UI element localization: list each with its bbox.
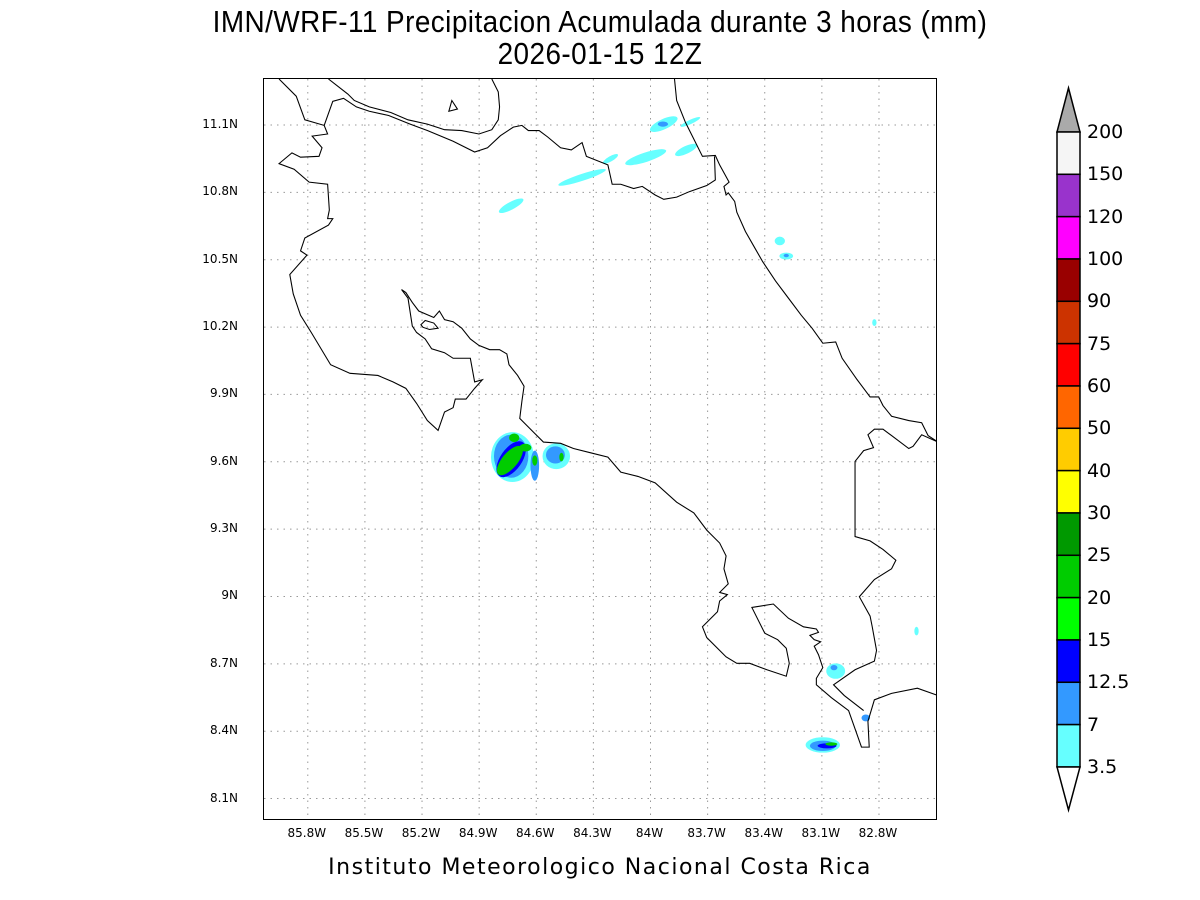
longitude-label: 84W (635, 826, 664, 840)
colorbar (1056, 85, 1081, 813)
colorbar-level-label: 12.5 (1087, 671, 1130, 694)
colorbar-swatch (1056, 342, 1081, 387)
latitude-label: 11.1N (202, 117, 238, 132)
map-features (277, 79, 936, 753)
latitude-label: 8.7N (209, 655, 238, 670)
colorbar-level-label: 75 (1087, 332, 1112, 355)
colorbar-swatch (1056, 258, 1081, 303)
longitude-label: 82.8W (858, 826, 898, 840)
colorbar-level-label: 40 (1087, 459, 1112, 482)
longitude-label: 84.9W (458, 826, 498, 840)
colorbar-level-label: 7 (1087, 713, 1100, 736)
longitude-label: 84.6W (515, 826, 555, 840)
latitude-label: 8.4N (209, 723, 238, 738)
map-title: IMN/WRF-11 Precipitacion Acumulada duran… (212, 4, 988, 39)
colorbar-swatch (1056, 131, 1081, 176)
colorbar-level-label: 150 (1087, 163, 1124, 186)
colorbar-level-label: 30 (1087, 501, 1112, 524)
colorbar-level-label: 90 (1087, 290, 1112, 313)
precipitation-map (263, 78, 937, 820)
colorbar-level-label: 120 (1087, 205, 1124, 228)
latitude-label: 10.2N (202, 319, 238, 334)
colorbar-level-label: 200 (1087, 121, 1124, 143)
longitude-label: 83.1W (801, 826, 841, 840)
colorbar-swatch (1056, 723, 1081, 768)
colorbar-level-label: 60 (1087, 374, 1112, 397)
colorbar-level-label: 100 (1087, 247, 1124, 270)
colorbar-swatch (1056, 639, 1081, 684)
colorbar-swatch (1056, 427, 1081, 472)
longitude-label: 85.8W (287, 826, 327, 840)
longitude-label: 84.3W (573, 826, 612, 840)
colorbar-level-label: 50 (1087, 417, 1112, 440)
colorbar-level-label: 20 (1087, 586, 1112, 609)
colorbar-swatch (1056, 300, 1081, 345)
longitude-label: 83.4W (744, 826, 784, 840)
colorbar-over-arrow (1056, 85, 1081, 133)
longitude-label: 85.5W (344, 826, 384, 840)
colorbar-level-label: 3.5 (1087, 755, 1118, 778)
colorbar-swatch (1056, 681, 1081, 726)
map-subtitle: 2026-01-15 12Z (497, 36, 703, 71)
footer-credit: Instituto Meteorologico Nacional Costa R… (328, 855, 872, 880)
latitude-label: 9.9N (209, 386, 238, 401)
latitude-label: 10.8N (202, 184, 238, 199)
precipitation-areas (490, 116, 919, 753)
colorbar-swatch (1056, 554, 1081, 599)
colorbar-under-arrow (1056, 766, 1081, 813)
colorbar-level-label: 25 (1087, 544, 1112, 567)
colorbar-swatch (1056, 173, 1081, 218)
colorbar-level-label: 15 (1087, 628, 1112, 651)
latitude-label: 8.1N (209, 790, 238, 805)
latitude-label: 9N (221, 588, 238, 603)
colorbar-swatch (1056, 512, 1081, 557)
latitude-label: 10.5N (202, 251, 238, 266)
colorbar-swatch (1056, 385, 1081, 430)
coastlines (277, 79, 936, 748)
colorbar-swatch (1056, 596, 1081, 641)
colorbar-swatch (1056, 469, 1081, 514)
graticule (264, 79, 936, 819)
latitude-label: 9.6N (209, 453, 238, 468)
colorbar-swatch (1056, 215, 1081, 260)
longitude-label: 83.7W (687, 826, 726, 840)
longitude-label: 85.2W (401, 826, 441, 840)
latitude-label: 9.3N (209, 521, 238, 536)
